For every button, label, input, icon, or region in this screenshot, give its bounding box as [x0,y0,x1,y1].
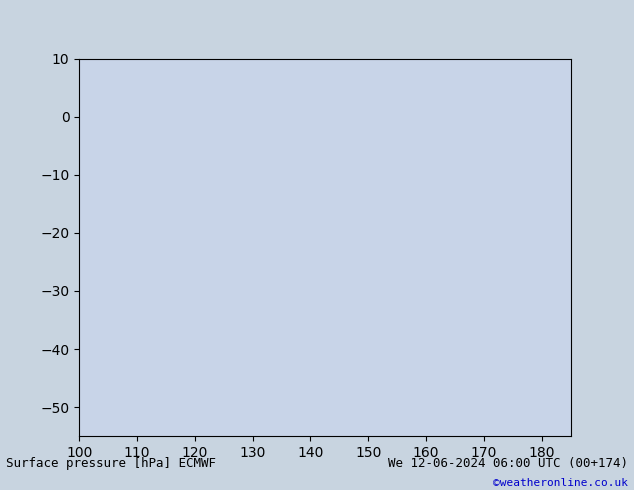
Text: ©weatheronline.co.uk: ©weatheronline.co.uk [493,478,628,488]
Text: Surface pressure [hPa] ECMWF: Surface pressure [hPa] ECMWF [6,457,216,470]
Text: We 12-06-2024 06:00 UTC (00+174): We 12-06-2024 06:00 UTC (00+174) [387,457,628,470]
